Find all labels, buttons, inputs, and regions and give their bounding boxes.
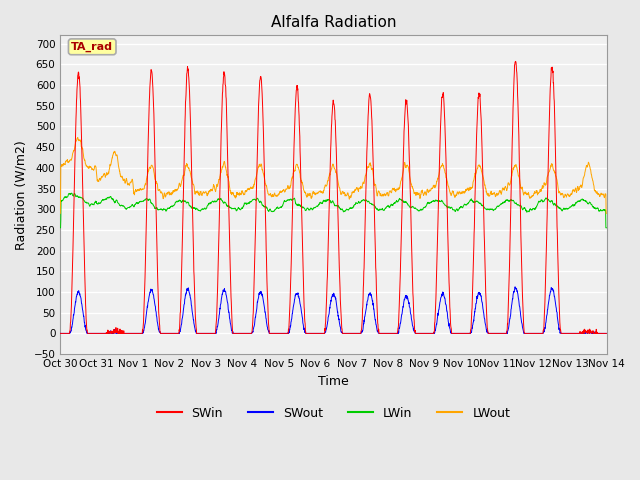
X-axis label: Time: Time (318, 374, 349, 387)
Title: Alfalfa Radiation: Alfalfa Radiation (271, 15, 396, 30)
Text: TA_rad: TA_rad (71, 42, 113, 52)
Y-axis label: Radiation (W/m2): Radiation (W/m2) (15, 140, 28, 250)
Legend: SWin, SWout, LWin, LWout: SWin, SWout, LWin, LWout (152, 402, 515, 425)
